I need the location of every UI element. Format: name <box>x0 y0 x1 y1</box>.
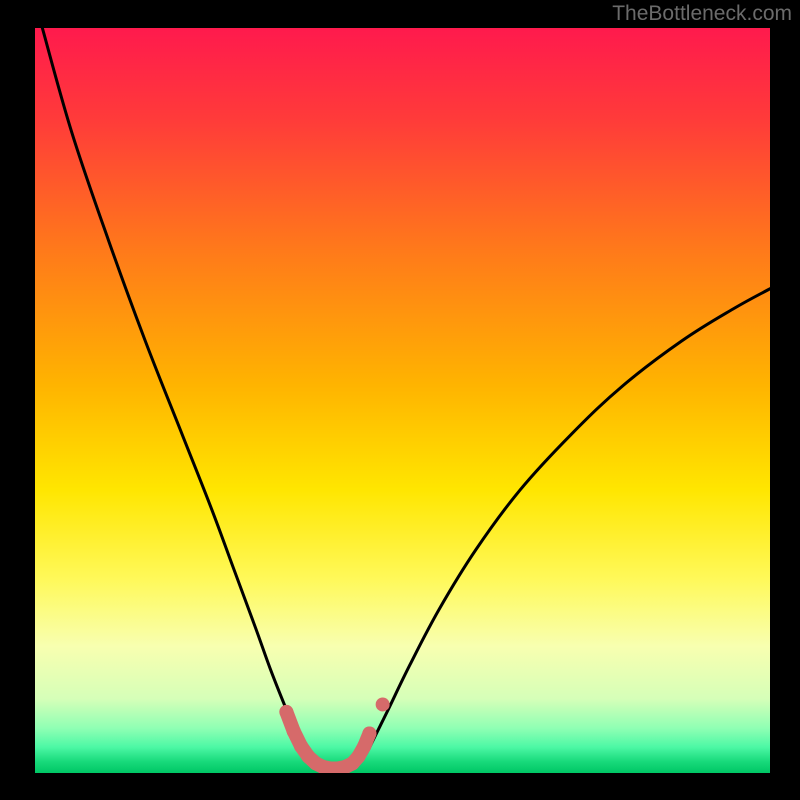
gradient-background <box>35 28 770 773</box>
watermark-text: TheBottleneck.com <box>612 2 792 26</box>
valley-marker-dot <box>376 697 390 711</box>
chart-frame: TheBottleneck.com <box>0 0 800 800</box>
bottleneck-curve-chart <box>35 28 770 773</box>
